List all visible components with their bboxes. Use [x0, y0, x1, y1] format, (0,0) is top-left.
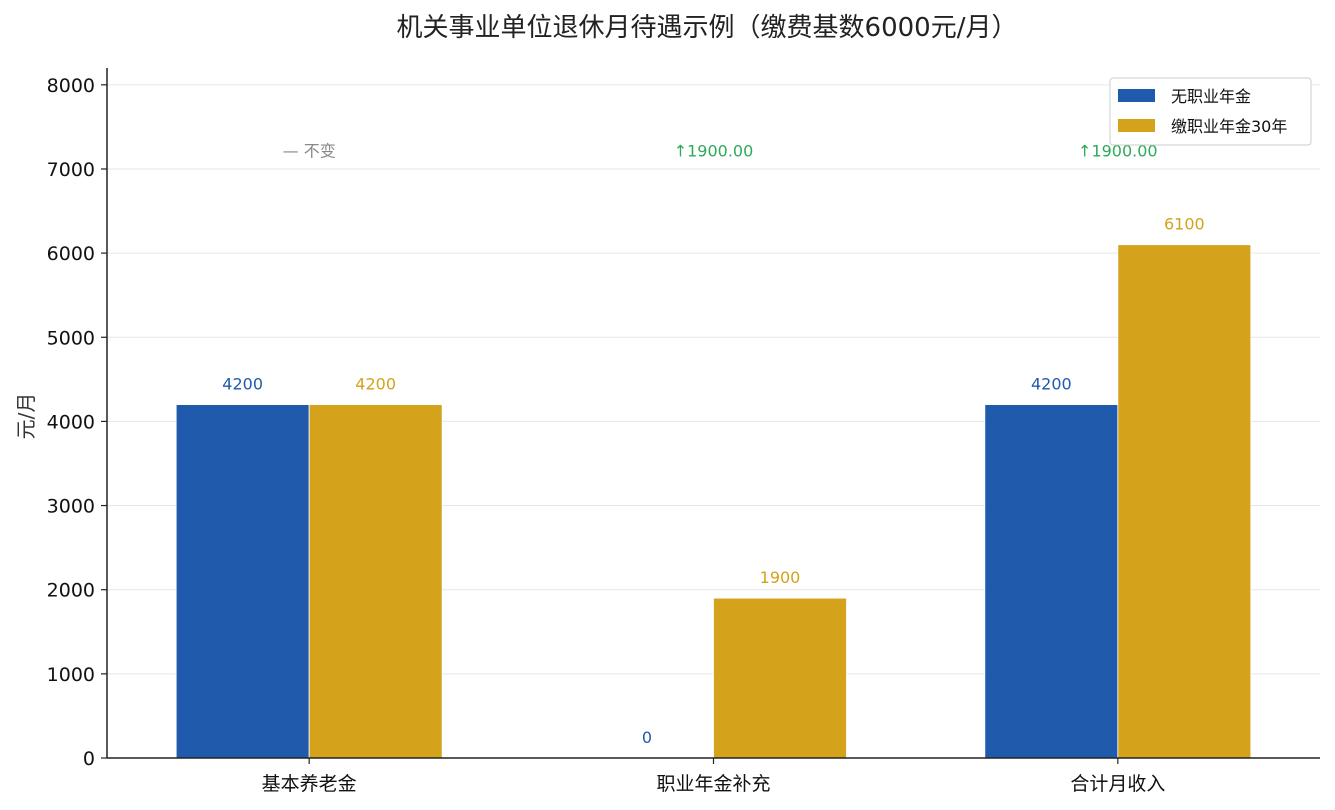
chart-title: 机关事业单位退休月待遇示例（缴费基数6000元/月）: [397, 13, 1018, 43]
change-annotation: ↑1900.00: [1078, 141, 1158, 160]
bar: [175, 404, 310, 759]
bars: [175, 244, 1252, 759]
legend-swatch: [1118, 89, 1155, 102]
y-tick-label: 4000: [47, 411, 95, 433]
legend-box: [1109, 77, 1312, 146]
change-annotation: — 不变: [283, 141, 336, 160]
y-tick-label: 3000: [47, 496, 95, 518]
y-tick-label: 1000: [47, 664, 95, 686]
y-tick-label: 5000: [47, 327, 95, 349]
y-tick-label: 6000: [47, 243, 95, 265]
bar-value-label: 4200: [222, 375, 263, 394]
legend-label: 无职业年金: [1171, 87, 1251, 106]
bar-value-label: 1900: [760, 568, 801, 587]
y-tick-label: 7000: [47, 159, 95, 181]
y-axis-label: 元/月: [14, 393, 38, 440]
y-tick-label: 8000: [47, 75, 95, 97]
bar: [308, 404, 443, 759]
bar-value-label: 0: [642, 728, 652, 747]
axes: 0 1000 2000 3000 4000 5000 6000 7000 8000 基本养老金 职业…: [47, 68, 1320, 795]
x-tick-label: 基本养老金: [262, 773, 357, 795]
y-tick-label: 2000: [47, 580, 95, 602]
bar: [984, 404, 1119, 759]
bar-value-label: 4200: [1031, 375, 1072, 394]
legend-swatch: [1118, 119, 1155, 132]
bar-value-label: 4200: [355, 375, 396, 394]
x-tick-label: 合计月收入: [1070, 773, 1165, 795]
change-annotation: ↑1900.00: [674, 141, 754, 160]
bar-labels: 4200 4200 0 1900 4200 6100 — 不变 ↑1900.00 ↑1900.0…: [222, 141, 1204, 747]
x-tick-label: 职业年金补充: [656, 773, 770, 795]
bar: [713, 597, 847, 759]
y-tick-label: 0: [83, 748, 95, 770]
bar-value-label: 6100: [1164, 215, 1205, 234]
legend-label: 缴职业年金30年: [1171, 117, 1287, 136]
bar: [1117, 244, 1252, 759]
